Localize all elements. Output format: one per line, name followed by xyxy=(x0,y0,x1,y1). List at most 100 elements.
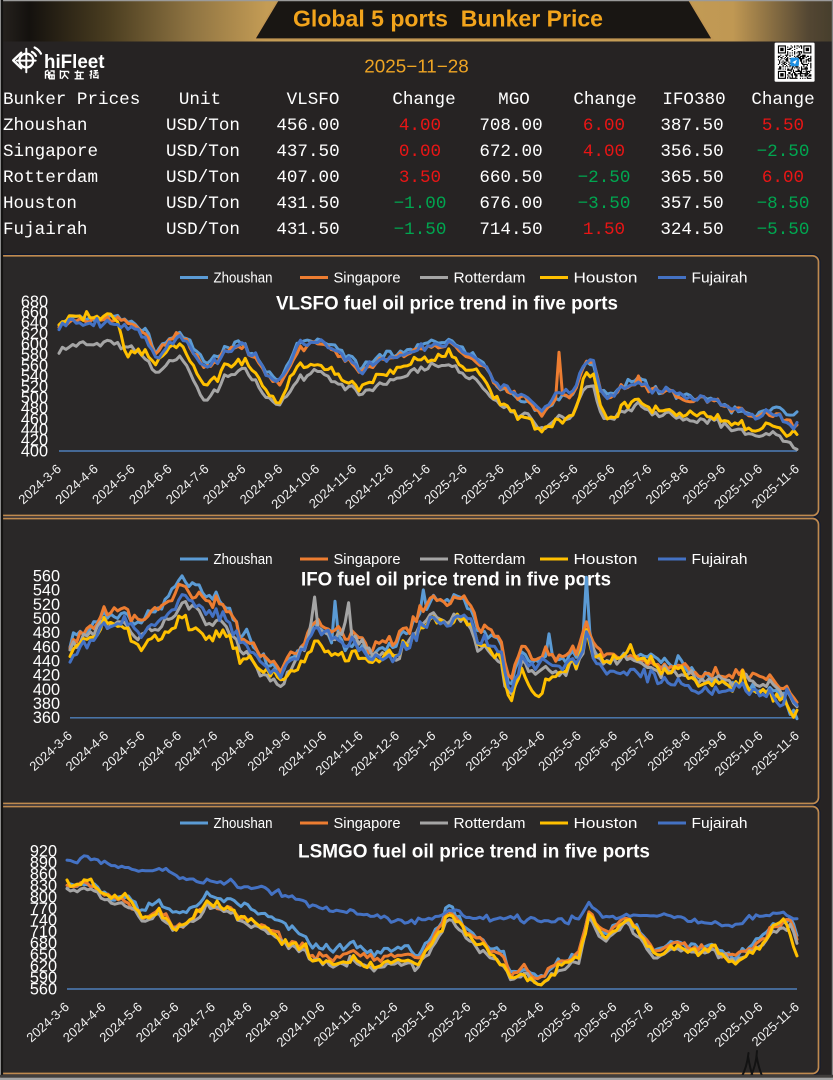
svg-text:Change: Change xyxy=(392,90,455,110)
svg-text:676.00: 676.00 xyxy=(479,194,542,214)
svg-text:400: 400 xyxy=(21,442,48,460)
svg-text:710: 710 xyxy=(30,923,57,941)
svg-text:Houston: Houston xyxy=(574,552,638,568)
svg-text:Singapore: Singapore xyxy=(334,816,401,832)
svg-text:680: 680 xyxy=(30,934,57,952)
svg-text:Zhoushan: Zhoushan xyxy=(214,270,273,286)
svg-text:4.00: 4.00 xyxy=(399,116,441,136)
svg-text:420: 420 xyxy=(33,667,60,685)
svg-text:Rotterdam: Rotterdam xyxy=(3,168,98,188)
svg-text:356.50: 356.50 xyxy=(660,142,723,162)
svg-text:1.50: 1.50 xyxy=(583,220,625,240)
svg-text:890: 890 xyxy=(30,854,57,872)
svg-text:Rotterdam: Rotterdam xyxy=(454,270,526,286)
svg-text:Zhoushan: Zhoushan xyxy=(3,116,87,136)
svg-text:−5.50: −5.50 xyxy=(757,220,810,240)
svg-text:324.50: 324.50 xyxy=(660,220,723,240)
svg-text:Unit: Unit xyxy=(179,90,221,110)
svg-text:Houston: Houston xyxy=(574,270,638,286)
svg-text:460: 460 xyxy=(33,638,60,656)
svg-text:437.50: 437.50 xyxy=(276,142,339,162)
svg-text:USD/Ton: USD/Ton xyxy=(166,194,240,214)
svg-text:Fujairah: Fujairah xyxy=(692,816,748,832)
svg-text:620: 620 xyxy=(30,957,57,975)
svg-text:4.00: 4.00 xyxy=(583,142,625,162)
svg-text:560: 560 xyxy=(21,357,48,375)
svg-text:660.50: 660.50 xyxy=(479,168,542,188)
svg-text:Singapore: Singapore xyxy=(334,270,401,286)
svg-text:Change: Change xyxy=(751,90,814,110)
svg-text:440: 440 xyxy=(21,421,48,439)
svg-text:480: 480 xyxy=(33,624,60,642)
svg-text:800: 800 xyxy=(30,888,57,906)
svg-text:VLSFO: VLSFO xyxy=(287,90,340,110)
svg-text:USD/Ton: USD/Ton xyxy=(166,168,240,188)
svg-text:708.00: 708.00 xyxy=(479,116,542,136)
svg-text:500: 500 xyxy=(33,610,60,628)
svg-text:770: 770 xyxy=(30,900,57,918)
svg-text:−2.50: −2.50 xyxy=(757,142,810,162)
svg-text:590: 590 xyxy=(30,969,57,987)
svg-text:Houston: Houston xyxy=(3,194,77,214)
svg-text:Zhoushan: Zhoushan xyxy=(214,552,273,568)
svg-text:Rotterdam: Rotterdam xyxy=(454,816,526,832)
svg-text:−8.50: −8.50 xyxy=(757,194,810,214)
svg-text:431.50: 431.50 xyxy=(276,220,339,240)
svg-text:Fujairah: Fujairah xyxy=(692,552,748,568)
svg-text:Global 5 ports Bunker Price: Global 5 ports Bunker Price xyxy=(293,6,603,32)
svg-text:Bunker Prices: Bunker Prices xyxy=(3,90,140,110)
svg-text:6.00: 6.00 xyxy=(583,116,625,136)
svg-text:520: 520 xyxy=(33,596,60,614)
svg-text:IFO fuel oil price trend in fi: IFO fuel oil price trend in five ports xyxy=(301,570,611,591)
svg-text:−1.00: −1.00 xyxy=(394,194,447,214)
svg-text:IFO380: IFO380 xyxy=(662,90,725,110)
svg-text:357.50: 357.50 xyxy=(660,194,723,214)
svg-text:Singapore: Singapore xyxy=(334,552,401,568)
svg-text:600: 600 xyxy=(21,336,48,354)
svg-text:USD/Ton: USD/Ton xyxy=(166,142,240,162)
svg-text:650: 650 xyxy=(30,946,57,964)
svg-text:360: 360 xyxy=(33,709,60,727)
svg-text:400: 400 xyxy=(33,681,60,699)
svg-text:540: 540 xyxy=(33,582,60,600)
svg-text:−2.50: −2.50 xyxy=(578,168,631,188)
svg-text:560: 560 xyxy=(33,568,60,586)
svg-text:−3.50: −3.50 xyxy=(578,194,631,214)
svg-text:640: 640 xyxy=(21,314,48,332)
svg-text:740: 740 xyxy=(30,911,57,929)
svg-text:365.50: 365.50 xyxy=(660,168,723,188)
svg-text:714.50: 714.50 xyxy=(479,220,542,240)
svg-text:hiFleet: hiFleet xyxy=(44,51,105,73)
svg-text:USD/Ton: USD/Ton xyxy=(166,220,240,240)
svg-text:560: 560 xyxy=(30,980,57,998)
svg-text:520: 520 xyxy=(21,378,48,396)
svg-text:431.50: 431.50 xyxy=(276,194,339,214)
svg-text:680: 680 xyxy=(21,293,48,311)
svg-text:920: 920 xyxy=(30,842,57,860)
svg-text:387.50: 387.50 xyxy=(660,116,723,136)
svg-text:Fujairah: Fujairah xyxy=(692,270,748,286)
svg-text:Fujairah: Fujairah xyxy=(3,220,87,240)
svg-text:−1.50: −1.50 xyxy=(394,220,447,240)
svg-text:0.00: 0.00 xyxy=(399,142,441,162)
svg-text:3.50: 3.50 xyxy=(399,168,441,188)
svg-text:830: 830 xyxy=(30,877,57,895)
svg-text:Rotterdam: Rotterdam xyxy=(454,552,526,568)
svg-text:540: 540 xyxy=(21,368,48,386)
svg-text:420: 420 xyxy=(21,432,48,450)
svg-text:480: 480 xyxy=(21,400,48,418)
svg-text:407.00: 407.00 xyxy=(276,168,339,188)
svg-text:500: 500 xyxy=(21,389,48,407)
svg-text:USD/Ton: USD/Ton xyxy=(166,116,240,136)
svg-text:MGO: MGO xyxy=(498,90,530,110)
svg-text:6.00: 6.00 xyxy=(762,168,804,188)
svg-text:5.50: 5.50 xyxy=(762,116,804,136)
svg-text:440: 440 xyxy=(33,653,60,671)
svg-text:Houston: Houston xyxy=(574,816,638,832)
svg-text:Change: Change xyxy=(573,90,636,110)
svg-text:672.00: 672.00 xyxy=(479,142,542,162)
svg-text:620: 620 xyxy=(21,325,48,343)
svg-text:LSMGO fuel oil price trend in: LSMGO fuel oil price trend in five ports xyxy=(298,842,650,863)
svg-text:2025−11−28: 2025−11−28 xyxy=(364,55,469,76)
svg-text:Zhoushan: Zhoushan xyxy=(214,816,273,832)
